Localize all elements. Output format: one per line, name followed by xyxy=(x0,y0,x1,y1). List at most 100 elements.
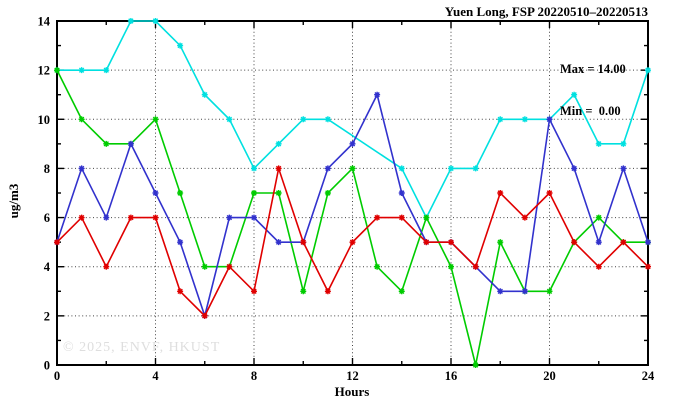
series-marker-blue-series xyxy=(324,165,331,172)
series-marker-red-series xyxy=(374,214,381,221)
series-marker-cyan-series xyxy=(103,67,110,74)
series-marker-blue-series xyxy=(546,116,553,123)
series-marker-blue-series xyxy=(595,239,602,246)
series-marker-cyan-series xyxy=(448,165,454,172)
series-marker-cyan-series xyxy=(497,116,504,123)
series-marker-red-series xyxy=(275,165,282,172)
series-marker-red-series xyxy=(177,288,184,295)
series-marker-green-series xyxy=(398,288,405,295)
y-tick-label: 0 xyxy=(44,359,50,373)
series-marker-blue-series xyxy=(374,91,381,98)
series-marker-red-series xyxy=(497,190,504,196)
series-marker-blue-series xyxy=(275,239,282,246)
x-tick-label: 12 xyxy=(346,369,359,383)
series-marker-blue-series xyxy=(177,239,184,246)
series-marker-blue-series xyxy=(398,190,405,196)
series-marker-red-series xyxy=(423,239,430,246)
y-tick-label: 8 xyxy=(44,162,50,176)
series-marker-red-series xyxy=(201,312,208,319)
chart-title: Yuen Long, FSP 20220510–20220513 xyxy=(444,4,648,19)
series-marker-red-series xyxy=(54,239,60,246)
series-marker-cyan-series xyxy=(595,140,602,147)
series-marker-green-series xyxy=(595,214,602,221)
series-marker-cyan-series xyxy=(620,140,627,147)
x-tick-label: 20 xyxy=(543,369,556,383)
series-marker-cyan-series xyxy=(152,18,159,24)
series-marker-red-series xyxy=(546,190,553,196)
legend-min-value: Min = 0.00 xyxy=(560,104,621,118)
series-marker-red-series xyxy=(324,288,331,295)
series-marker-cyan-series xyxy=(521,116,528,123)
series-marker-red-series xyxy=(472,263,479,270)
series-marker-green-series xyxy=(177,190,184,196)
series-marker-blue-series xyxy=(571,165,578,172)
series-marker-blue-series xyxy=(152,190,159,196)
series-marker-red-series xyxy=(349,239,356,246)
series-marker-blue-series xyxy=(620,165,627,172)
series-marker-blue-series xyxy=(127,140,134,147)
series-marker-cyan-series xyxy=(645,67,651,74)
series-marker-cyan-series xyxy=(324,116,331,123)
series-marker-cyan-series xyxy=(78,67,85,74)
series-marker-green-series xyxy=(275,190,282,196)
series-marker-cyan-series xyxy=(127,18,134,24)
x-tick-label: 4 xyxy=(152,369,159,383)
series-marker-green-series xyxy=(201,263,208,270)
series-marker-cyan-series xyxy=(226,116,233,123)
series-marker-green-series xyxy=(349,165,356,172)
y-tick-label: 6 xyxy=(44,211,50,225)
series-marker-green-series xyxy=(251,190,257,196)
x-tick-label: 8 xyxy=(251,369,257,383)
series-marker-green-series xyxy=(152,116,159,123)
series-marker-red-series xyxy=(103,263,110,270)
series-marker-cyan-series xyxy=(472,165,479,172)
series-marker-cyan-series xyxy=(177,42,184,49)
series-marker-red-series xyxy=(448,239,454,246)
y-tick-label: 4 xyxy=(44,260,51,274)
x-tick-label: 16 xyxy=(445,369,458,383)
series-marker-green-series xyxy=(546,288,553,295)
series-marker-blue-series xyxy=(497,288,504,295)
watermark-text: © 2025, ENVF, HKUST xyxy=(63,340,221,355)
series-marker-green-series xyxy=(103,140,110,147)
series-marker-red-series xyxy=(127,214,134,221)
series-marker-red-series xyxy=(251,288,257,295)
series-marker-blue-series xyxy=(226,214,233,221)
x-tick-label: 0 xyxy=(54,369,60,383)
series-marker-red-series xyxy=(226,263,233,270)
series-marker-blue-series xyxy=(521,288,528,295)
series-marker-red-series xyxy=(300,239,307,246)
series-marker-red-series xyxy=(595,263,602,270)
legend-max-value: Max = 14.00 xyxy=(560,62,626,76)
series-marker-red-series xyxy=(152,214,159,221)
series-marker-cyan-series xyxy=(398,165,405,172)
series-marker-cyan-series xyxy=(571,91,578,98)
series-marker-red-series xyxy=(645,263,651,270)
series-marker-blue-series xyxy=(251,214,257,221)
series-marker-red-series xyxy=(571,239,578,246)
y-tick-label: 14 xyxy=(38,15,51,29)
series-marker-green-series xyxy=(497,239,504,246)
series-marker-green-series xyxy=(78,116,85,123)
series-marker-red-series xyxy=(78,214,85,221)
series-marker-blue-series xyxy=(645,239,651,246)
y-tick-label: 2 xyxy=(44,309,50,323)
series-marker-green-series xyxy=(423,214,430,221)
series-marker-red-series xyxy=(521,214,528,221)
series-marker-red-series xyxy=(620,239,627,246)
series-marker-cyan-series xyxy=(201,91,208,98)
series-marker-cyan-series xyxy=(251,165,257,172)
series-marker-cyan-series xyxy=(275,140,282,147)
series-marker-blue-series xyxy=(349,140,356,147)
series-marker-green-series xyxy=(300,288,307,295)
series-marker-blue-series xyxy=(78,165,85,172)
y-tick-label: 12 xyxy=(38,64,51,78)
x-axis-label: Hours xyxy=(334,384,370,399)
y-axis-label: ug/m3 xyxy=(6,183,21,219)
stats-legend: Max = 14.00 Min = 0.00 xyxy=(560,34,626,146)
series-marker-green-series xyxy=(472,362,479,368)
x-tick-label: 24 xyxy=(642,369,655,383)
